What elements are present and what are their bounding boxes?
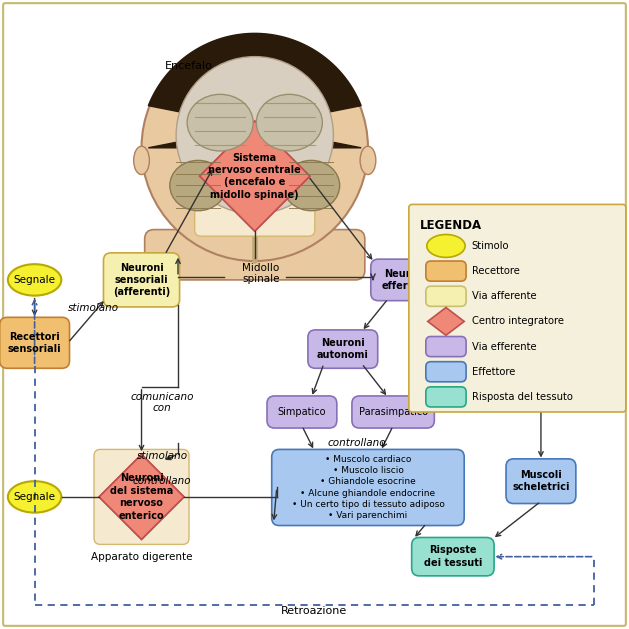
- Polygon shape: [99, 454, 184, 540]
- Text: Retroazione: Retroazione: [281, 606, 348, 616]
- Polygon shape: [200, 121, 310, 231]
- FancyBboxPatch shape: [426, 286, 466, 306]
- Text: Simpatico: Simpatico: [277, 407, 326, 417]
- Text: Neuroni motori
somatici: Neuroni motori somatici: [452, 338, 535, 360]
- Text: Parasimpatico: Parasimpatico: [359, 407, 428, 417]
- Ellipse shape: [283, 160, 340, 211]
- Text: Segnale: Segnale: [14, 275, 55, 285]
- Text: comunicano
con: comunicano con: [131, 392, 194, 413]
- Ellipse shape: [187, 94, 253, 151]
- Text: Risposta del tessuto: Risposta del tessuto: [472, 392, 572, 402]
- Polygon shape: [200, 121, 310, 231]
- Text: Muscoli
scheletrici: Muscoli scheletrici: [512, 470, 570, 493]
- Text: Neuroni
del sistema
nervoso
enterico: Neuroni del sistema nervoso enterico: [110, 473, 173, 521]
- FancyBboxPatch shape: [426, 362, 466, 382]
- Ellipse shape: [8, 481, 62, 513]
- Ellipse shape: [257, 94, 323, 151]
- Text: Recettore: Recettore: [472, 266, 520, 276]
- FancyBboxPatch shape: [0, 317, 70, 368]
- Text: • Muscolo cardiaco
• Muscolo liscio
• Ghiandole esocrine
• Alcune ghiandole endo: • Muscolo cardiaco • Muscolo liscio • Gh…: [291, 455, 445, 520]
- Ellipse shape: [134, 146, 150, 174]
- Text: Via afferente: Via afferente: [472, 291, 537, 301]
- FancyBboxPatch shape: [449, 330, 538, 368]
- Circle shape: [176, 57, 333, 214]
- Text: Sistema
nervoso centrale
(encefalo e
midollo spinale): Sistema nervoso centrale (encefalo e mid…: [208, 152, 301, 200]
- FancyBboxPatch shape: [506, 459, 576, 503]
- FancyBboxPatch shape: [426, 337, 466, 357]
- Text: controllano: controllano: [133, 476, 192, 486]
- Text: controllano: controllano: [328, 438, 387, 448]
- Text: Recettori
sensoriali: Recettori sensoriali: [8, 331, 62, 354]
- Text: stimolano: stimolano: [67, 303, 119, 313]
- FancyBboxPatch shape: [352, 396, 434, 428]
- FancyBboxPatch shape: [412, 537, 494, 576]
- Text: Risposte
dei tessuti: Risposte dei tessuti: [424, 545, 482, 568]
- Text: controllano: controllano: [483, 385, 542, 395]
- Text: Neuroni
sensoriali
(afferenti): Neuroni sensoriali (afferenti): [113, 262, 170, 298]
- Text: Stimolo: Stimolo: [472, 241, 509, 251]
- Circle shape: [142, 35, 368, 261]
- Ellipse shape: [170, 160, 226, 211]
- Text: LEGENDA: LEGENDA: [420, 219, 482, 232]
- Ellipse shape: [427, 235, 465, 257]
- FancyBboxPatch shape: [195, 116, 314, 236]
- Text: Midollo
spinale: Midollo spinale: [242, 263, 280, 284]
- FancyBboxPatch shape: [267, 396, 337, 428]
- FancyBboxPatch shape: [308, 330, 378, 368]
- Text: Effettore: Effettore: [472, 367, 515, 377]
- Text: Encefalo: Encefalo: [165, 61, 213, 71]
- Ellipse shape: [8, 264, 62, 296]
- FancyBboxPatch shape: [426, 261, 466, 281]
- FancyBboxPatch shape: [371, 259, 441, 301]
- Text: Apparato digerente: Apparato digerente: [91, 552, 192, 562]
- Text: Via efferente: Via efferente: [472, 342, 537, 352]
- Polygon shape: [99, 454, 184, 540]
- Text: stimolano: stimolano: [136, 451, 188, 461]
- Polygon shape: [428, 308, 464, 335]
- Text: Segnale: Segnale: [14, 492, 55, 502]
- Ellipse shape: [360, 146, 376, 174]
- FancyBboxPatch shape: [230, 204, 280, 258]
- Text: Neuroni
autonomi: Neuroni autonomi: [317, 338, 369, 360]
- FancyBboxPatch shape: [103, 253, 180, 307]
- FancyBboxPatch shape: [94, 449, 189, 545]
- FancyBboxPatch shape: [426, 387, 466, 407]
- Polygon shape: [148, 33, 361, 148]
- Text: Neuroni
efferenti: Neuroni efferenti: [382, 269, 430, 291]
- FancyBboxPatch shape: [409, 204, 626, 412]
- FancyBboxPatch shape: [145, 230, 365, 280]
- FancyBboxPatch shape: [272, 449, 464, 526]
- Text: Centro integratore: Centro integratore: [472, 316, 564, 326]
